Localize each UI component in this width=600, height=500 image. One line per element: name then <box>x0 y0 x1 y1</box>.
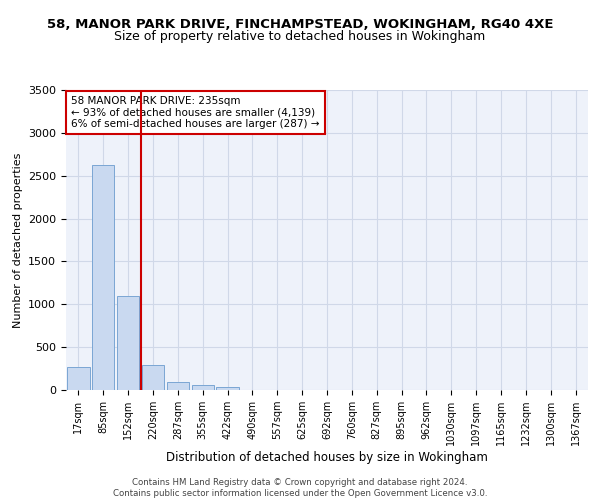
Text: 58 MANOR PARK DRIVE: 235sqm
← 93% of detached houses are smaller (4,139)
6% of s: 58 MANOR PARK DRIVE: 235sqm ← 93% of det… <box>71 96 320 129</box>
Bar <box>217 388 239 390</box>
Text: Contains HM Land Registry data © Crown copyright and database right 2024.
Contai: Contains HM Land Registry data © Crown c… <box>113 478 487 498</box>
Bar <box>167 382 189 390</box>
X-axis label: Distribution of detached houses by size in Wokingham: Distribution of detached houses by size … <box>166 451 488 464</box>
Bar <box>191 386 214 390</box>
Text: 58, MANOR PARK DRIVE, FINCHAMPSTEAD, WOKINGHAM, RG40 4XE: 58, MANOR PARK DRIVE, FINCHAMPSTEAD, WOK… <box>47 18 553 30</box>
Bar <box>142 365 164 390</box>
Bar <box>67 367 89 390</box>
Bar <box>117 296 139 390</box>
Bar <box>92 166 115 390</box>
Text: Size of property relative to detached houses in Wokingham: Size of property relative to detached ho… <box>115 30 485 43</box>
Y-axis label: Number of detached properties: Number of detached properties <box>13 152 23 328</box>
